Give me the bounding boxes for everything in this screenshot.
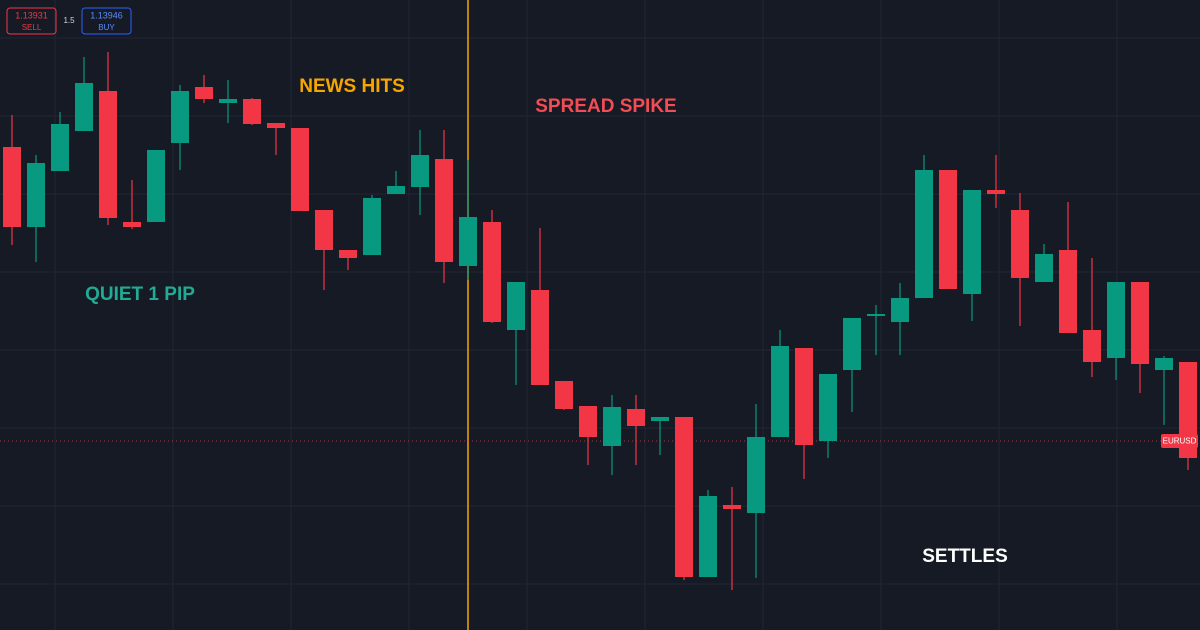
- candle-body: [507, 282, 525, 330]
- candle-body: [819, 374, 837, 441]
- candle-body: [795, 348, 813, 445]
- candle-body: [339, 250, 357, 258]
- candle-body: [867, 314, 885, 316]
- candle-body: [579, 406, 597, 437]
- candle-body: [1083, 330, 1101, 362]
- candle-body: [747, 437, 765, 513]
- candle-body: [1155, 358, 1173, 370]
- candle-body: [1059, 250, 1077, 333]
- candle-body: [123, 222, 141, 227]
- candle-body: [1107, 282, 1125, 358]
- candle-body: [387, 186, 405, 194]
- candle-body: [987, 190, 1005, 194]
- candle-body: [555, 381, 573, 409]
- buy-label: BUY: [98, 23, 115, 32]
- trade-panel: 1.13931 SELL 1.5 1.13946 BUY: [6, 7, 132, 35]
- candle-body: [267, 123, 285, 128]
- candle-body: [891, 298, 909, 322]
- candle-body: [459, 217, 477, 266]
- candle-body: [627, 409, 645, 426]
- candle-body: [195, 87, 213, 99]
- candle-body: [1011, 210, 1029, 278]
- buy-price: 1.13946: [90, 10, 123, 20]
- candle-body: [291, 128, 309, 211]
- annotation: NEWS HITS: [299, 76, 405, 97]
- candle-body: [99, 91, 117, 218]
- candle-body: [219, 99, 237, 103]
- annotation: QUIET 1 PIP: [85, 284, 195, 305]
- candle-body: [3, 147, 21, 227]
- sell-price: 1.13931: [15, 10, 48, 20]
- annotation: SETTLES: [922, 546, 1008, 567]
- sell-label: SELL: [22, 23, 42, 32]
- candle-body: [27, 163, 45, 227]
- candle-body: [1131, 282, 1149, 364]
- candle-body: [723, 505, 741, 509]
- candle-body: [483, 222, 501, 322]
- candle-body: [363, 198, 381, 255]
- annotation: SPREAD SPIKE: [535, 96, 676, 117]
- candle-body: [147, 150, 165, 222]
- sell-button[interactable]: [6, 7, 57, 35]
- candle-body: [675, 417, 693, 577]
- candle-body: [843, 318, 861, 370]
- candle-body: [315, 210, 333, 250]
- candle-body: [771, 346, 789, 437]
- candle-body: [939, 170, 957, 289]
- candle-body: [75, 83, 93, 131]
- buy-button[interactable]: [81, 7, 132, 35]
- candle-body: [51, 124, 69, 171]
- spread: 1.5: [63, 16, 75, 25]
- symbol-tag-bg: [1161, 434, 1198, 448]
- candle-body: [915, 170, 933, 298]
- symbol-tag: EURUSD: [1163, 437, 1197, 446]
- candle-body: [963, 190, 981, 294]
- candle-body: [699, 496, 717, 577]
- candle-body: [411, 155, 429, 187]
- candle-body: [243, 99, 261, 124]
- candle-body: [435, 159, 453, 262]
- candle-body: [603, 407, 621, 446]
- candle-body: [1035, 254, 1053, 282]
- candle-body: [171, 91, 189, 143]
- candle-body: [531, 290, 549, 385]
- candle-body: [651, 417, 669, 421]
